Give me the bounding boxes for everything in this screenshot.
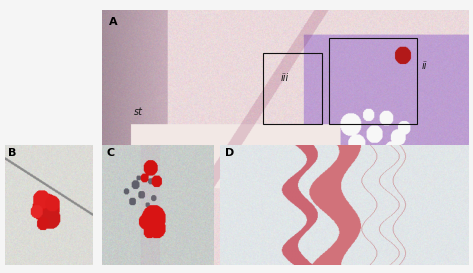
Text: C: C	[106, 148, 114, 158]
Text: m: m	[372, 153, 381, 163]
Text: iii: iii	[281, 73, 289, 84]
Text: b: b	[227, 163, 233, 173]
Bar	[116, 173, 153, 214]
Text: ii: ii	[421, 61, 427, 71]
Bar	[329, 38, 417, 124]
Bar	[263, 53, 322, 124]
Text: i: i	[130, 178, 132, 188]
Text: st: st	[134, 107, 143, 117]
Text: B: B	[8, 148, 17, 158]
Text: D: D	[225, 148, 234, 158]
Text: A: A	[109, 17, 118, 27]
